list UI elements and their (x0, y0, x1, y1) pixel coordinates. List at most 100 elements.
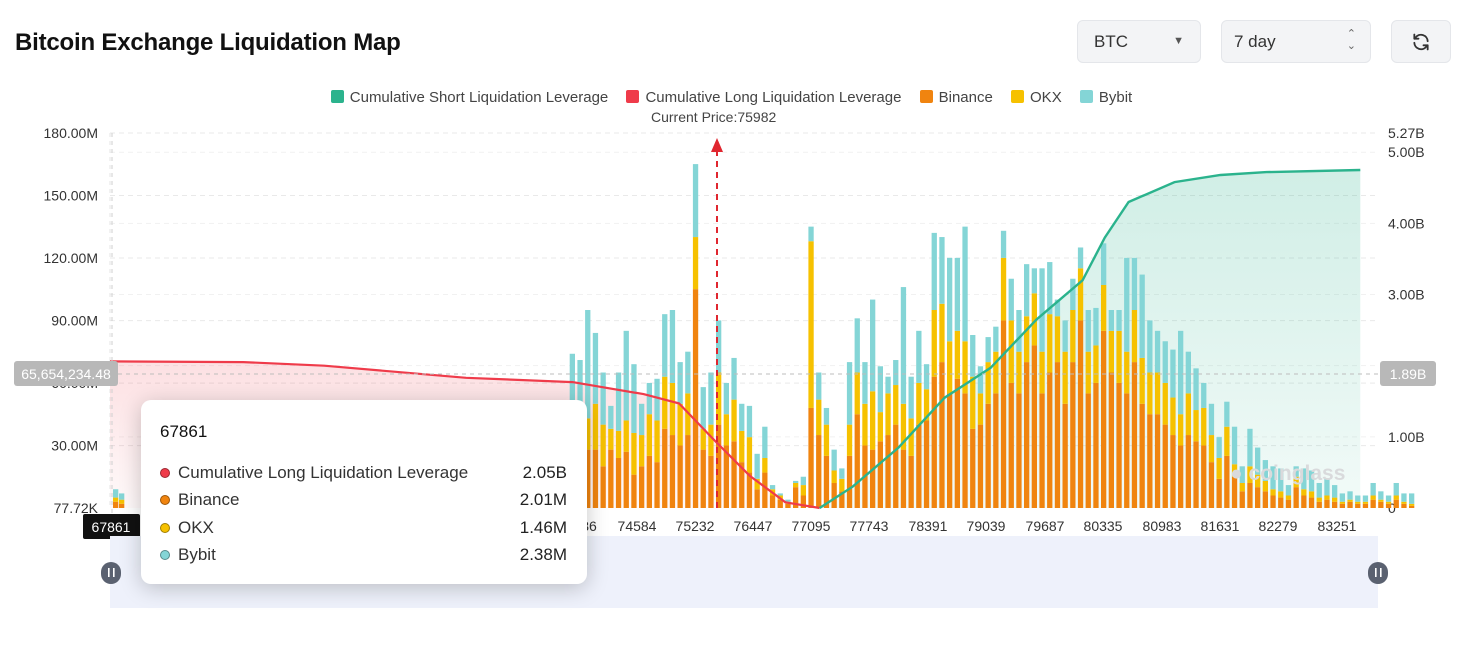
bar-bybit[interactable] (947, 257, 953, 342)
bar-okx[interactable] (1231, 464, 1238, 477)
bar-okx[interactable] (854, 372, 860, 415)
bar-binance[interactable] (1154, 414, 1161, 508)
bar-binance[interactable] (1062, 403, 1068, 508)
bar-okx[interactable] (716, 372, 722, 425)
bar-binance[interactable] (1378, 501, 1384, 508)
bar-okx[interactable] (1293, 476, 1299, 488)
bar-binance[interactable] (615, 457, 622, 508)
bar-okx[interactable] (1262, 480, 1268, 492)
bar-bybit[interactable] (1000, 230, 1007, 258)
bar-bybit[interactable] (577, 360, 583, 413)
bar-okx[interactable] (985, 362, 991, 404)
bar-bybit[interactable] (908, 376, 914, 419)
bar-okx[interactable] (977, 393, 984, 425)
bar-bybit[interactable] (685, 351, 691, 394)
bar-bybit[interactable] (654, 378, 660, 421)
bar-binance[interactable] (1185, 435, 1191, 508)
bar-binance[interactable] (119, 503, 125, 508)
bar-okx[interactable] (1316, 497, 1322, 502)
bar-okx[interactable] (793, 482, 799, 488)
bar-okx[interactable] (1255, 474, 1261, 488)
bar-binance[interactable] (585, 449, 591, 508)
bar-bybit[interactable] (1339, 493, 1345, 502)
bar-bybit[interactable] (823, 407, 830, 425)
bar-bybit[interactable] (1278, 468, 1284, 492)
bar-binance[interactable] (716, 424, 722, 508)
bar-binance[interactable] (1162, 424, 1168, 508)
bar-bybit[interactable] (623, 330, 629, 421)
bar-binance[interactable] (1131, 362, 1138, 508)
bar-bybit[interactable] (777, 493, 783, 496)
bar-bybit[interactable] (1231, 426, 1238, 465)
bar-binance[interactable] (993, 393, 999, 508)
bar-binance[interactable] (1016, 393, 1022, 508)
bar-okx[interactable] (877, 412, 883, 442)
bar-okx[interactable] (1016, 351, 1022, 394)
bar-okx[interactable] (1047, 314, 1053, 373)
bar-binance[interactable] (1193, 441, 1199, 508)
bar-okx[interactable] (1085, 351, 1091, 394)
bar-okx[interactable] (677, 403, 683, 446)
bar-bybit[interactable] (669, 309, 676, 383)
bar-bybit[interactable] (646, 382, 652, 415)
bar-binance[interactable] (885, 435, 891, 508)
bar-bybit[interactable] (731, 357, 737, 400)
bar-binance[interactable] (846, 455, 853, 508)
bar-binance[interactable] (808, 407, 814, 508)
bar-binance[interactable] (1285, 499, 1292, 508)
bar-binance[interactable] (977, 424, 984, 508)
bar-binance[interactable] (1108, 372, 1114, 508)
bar-okx[interactable] (1093, 345, 1099, 383)
bar-okx[interactable] (1024, 316, 1030, 363)
range-select[interactable]: 7 day ⌃ ⌄ (1221, 20, 1371, 63)
bar-okx[interactable] (1124, 351, 1130, 394)
bar-binance[interactable] (1393, 499, 1399, 508)
bar-okx[interactable] (1108, 330, 1114, 373)
bar-bybit[interactable] (839, 468, 845, 479)
legend-item-short[interactable]: Cumulative Short Liquidation Leverage (330, 89, 608, 106)
bar-bybit[interactable] (1008, 278, 1014, 321)
bar-bybit[interactable] (1085, 309, 1091, 352)
bar-bybit[interactable] (739, 403, 745, 431)
bar-okx[interactable] (808, 241, 814, 408)
bar-bybit[interactable] (1070, 278, 1076, 310)
bar-binance[interactable] (1024, 362, 1030, 508)
bar-binance[interactable] (800, 495, 806, 508)
bar-bybit[interactable] (119, 493, 125, 500)
bar-bybit[interactable] (1185, 351, 1191, 394)
bar-bybit[interactable] (970, 335, 976, 377)
bar-binance[interactable] (1270, 495, 1276, 508)
long-cumulative-line[interactable] (109, 360, 820, 510)
bar-binance[interactable] (923, 420, 930, 508)
bar-bybit[interactable] (585, 309, 591, 419)
bar-okx[interactable] (1216, 457, 1222, 479)
bar-binance[interactable] (639, 466, 645, 508)
bar-bybit[interactable] (1401, 493, 1407, 502)
bar-okx[interactable] (839, 478, 845, 492)
bar-bybit[interactable] (985, 337, 991, 363)
legend-item-okx[interactable]: OKX (1011, 89, 1062, 106)
bar-okx[interactable] (1270, 489, 1276, 496)
bar-binance[interactable] (1409, 505, 1415, 508)
bar-bybit[interactable] (608, 405, 614, 429)
bar-bybit[interactable] (615, 372, 622, 431)
bar-bybit[interactable] (639, 403, 645, 436)
bar-bybit[interactable] (931, 232, 937, 310)
bar-binance[interactable] (1385, 503, 1392, 508)
bar-okx[interactable] (846, 424, 853, 456)
bar-binance[interactable] (985, 403, 991, 508)
bar-bybit[interactable] (1239, 466, 1245, 483)
bar-okx[interactable] (1154, 372, 1161, 415)
bar-okx[interactable] (1031, 293, 1037, 346)
bar-okx[interactable] (1370, 495, 1376, 500)
bar-okx[interactable] (739, 430, 745, 463)
bar-binance[interactable] (785, 503, 791, 508)
bar-okx[interactable] (119, 499, 125, 504)
bar-okx[interactable] (993, 351, 999, 394)
bar-okx[interactable] (1077, 268, 1084, 321)
bar-binance[interactable] (839, 491, 845, 508)
bar-okx[interactable] (1239, 482, 1245, 492)
bar-bybit[interactable] (1301, 468, 1307, 490)
bar-binance[interactable] (893, 424, 899, 508)
bar-binance[interactable] (731, 441, 737, 508)
